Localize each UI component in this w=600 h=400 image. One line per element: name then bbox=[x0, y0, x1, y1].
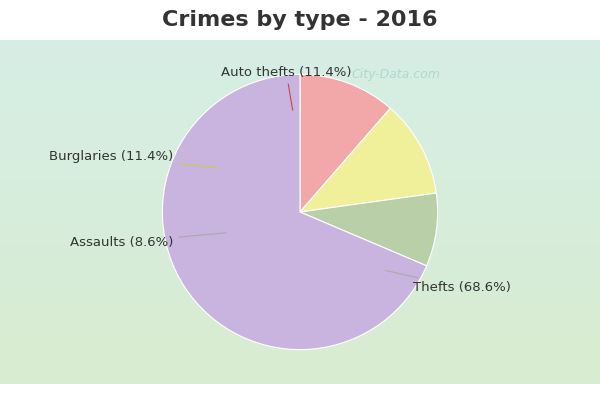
Text: Assaults (8.6%): Assaults (8.6%) bbox=[70, 233, 226, 249]
Wedge shape bbox=[300, 193, 437, 266]
Wedge shape bbox=[163, 74, 427, 350]
Text: Thefts (68.6%): Thefts (68.6%) bbox=[385, 270, 511, 294]
Text: Crimes by type - 2016: Crimes by type - 2016 bbox=[162, 10, 438, 30]
Text: City-Data.com: City-Data.com bbox=[352, 68, 441, 81]
Text: Burglaries (11.4%): Burglaries (11.4%) bbox=[49, 150, 217, 168]
Wedge shape bbox=[300, 108, 436, 212]
Wedge shape bbox=[300, 74, 391, 212]
Text: Auto thefts (11.4%): Auto thefts (11.4%) bbox=[221, 66, 352, 110]
